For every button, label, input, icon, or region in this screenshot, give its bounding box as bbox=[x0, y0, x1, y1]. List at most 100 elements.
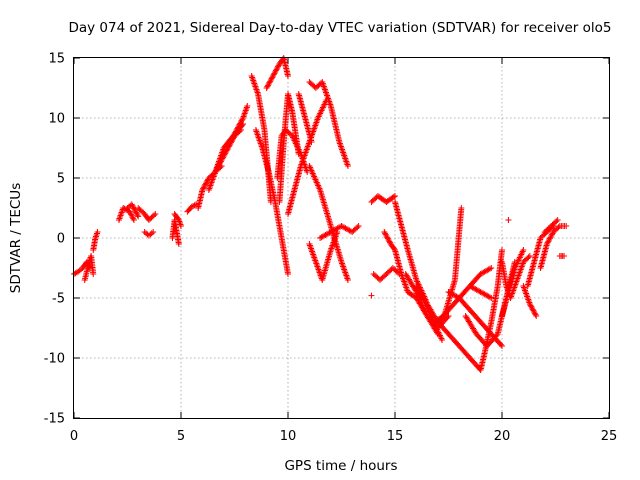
series-arc-d bbox=[115, 205, 137, 223]
x-tick-label: 20 bbox=[494, 429, 511, 444]
y-tick-label: 10 bbox=[48, 112, 65, 127]
data-point-marker bbox=[355, 223, 362, 229]
data-point-marker bbox=[121, 205, 128, 212]
series-arc-m bbox=[205, 127, 244, 193]
data-point-marker bbox=[239, 116, 246, 123]
y-tick-label: 0 bbox=[57, 232, 65, 247]
data-point-marker bbox=[547, 234, 554, 241]
x-tick-label: 15 bbox=[387, 429, 404, 444]
series-arc-u bbox=[295, 91, 315, 145]
data-point-marker bbox=[150, 229, 157, 235]
data-point-marker bbox=[486, 294, 493, 301]
series-arc-ap bbox=[520, 283, 540, 319]
y-tick-label: -5 bbox=[52, 292, 65, 307]
data-point-marker bbox=[212, 169, 219, 175]
data-point-marker bbox=[221, 151, 228, 158]
series-arc-b bbox=[81, 253, 97, 283]
data-point-marker bbox=[152, 211, 159, 217]
y-tick-label: 5 bbox=[57, 172, 65, 187]
data-point-marker bbox=[555, 224, 562, 231]
series-arc-v bbox=[306, 79, 351, 169]
data-point-marker bbox=[488, 295, 495, 301]
data-point-marker bbox=[525, 254, 532, 261]
data-point-marker bbox=[546, 237, 553, 243]
data-point-marker bbox=[216, 161, 223, 167]
data-point-marker bbox=[505, 217, 512, 223]
data-point-marker bbox=[244, 103, 251, 109]
data-point-marker bbox=[531, 310, 538, 317]
data-point-marker bbox=[129, 214, 136, 221]
data-point-marker bbox=[265, 82, 272, 89]
series-arc-ar bbox=[537, 223, 570, 271]
data-point-marker bbox=[148, 230, 155, 237]
series-arc-aa bbox=[368, 292, 375, 299]
data-point-marker bbox=[553, 218, 560, 225]
data-point-marker bbox=[212, 167, 219, 174]
data-point-marker bbox=[239, 122, 246, 129]
series-arc-as bbox=[556, 253, 568, 259]
series-arc-af bbox=[413, 283, 484, 373]
data-point-marker bbox=[344, 163, 351, 169]
data-point-marker bbox=[267, 78, 274, 85]
data-point-marker bbox=[271, 70, 278, 77]
data-point-marker bbox=[544, 239, 551, 246]
data-point-marker bbox=[266, 79, 273, 86]
data-point-marker bbox=[458, 205, 465, 211]
data-point-marker bbox=[546, 235, 553, 242]
data-point-marker bbox=[527, 302, 534, 309]
data-point-marker bbox=[285, 73, 291, 79]
series-arc-n bbox=[220, 121, 247, 151]
data-point-marker bbox=[368, 292, 375, 299]
data-point-marker bbox=[224, 146, 231, 153]
data-point-marker bbox=[217, 158, 224, 165]
data-point-marker bbox=[217, 159, 224, 166]
data-point-marker bbox=[499, 343, 505, 349]
data-point-marker bbox=[220, 154, 227, 161]
data-point-marker bbox=[267, 77, 274, 83]
data-point-marker bbox=[545, 238, 552, 245]
data-point-marker bbox=[130, 217, 137, 223]
data-point-marker bbox=[215, 162, 222, 169]
data-point-marker bbox=[381, 229, 388, 235]
data-point-marker bbox=[270, 71, 277, 78]
data-point-marker bbox=[386, 238, 393, 245]
series-arc-g bbox=[141, 229, 157, 239]
data-point-marker bbox=[222, 150, 229, 157]
data-point-marker bbox=[175, 241, 182, 247]
data-point-marker bbox=[220, 153, 227, 159]
data-point-marker bbox=[126, 208, 133, 215]
data-point-marker bbox=[528, 305, 535, 311]
data-point-marker bbox=[526, 301, 533, 307]
data-point-marker bbox=[561, 253, 568, 259]
data-point-marker bbox=[151, 212, 158, 219]
x-tick-label: 5 bbox=[177, 429, 185, 444]
data-point-marker bbox=[269, 74, 276, 81]
data-point-marker bbox=[530, 307, 537, 314]
data-point-marker bbox=[265, 81, 272, 87]
data-point-marker bbox=[354, 224, 361, 231]
series-arc-x bbox=[306, 229, 341, 283]
data-point-marker bbox=[133, 209, 140, 216]
data-point-marker bbox=[223, 147, 230, 154]
series-arc-s bbox=[276, 91, 302, 205]
data-point-marker bbox=[134, 212, 141, 219]
data-point-marker bbox=[131, 206, 138, 213]
series-arc-c bbox=[90, 229, 101, 253]
series-arc-ao bbox=[505, 217, 512, 223]
data-point-marker bbox=[532, 311, 539, 318]
data-point-marker bbox=[439, 337, 446, 343]
data-point-marker bbox=[392, 193, 398, 199]
data-markers bbox=[71, 55, 570, 373]
data-point-marker bbox=[264, 83, 271, 90]
data-point-marker bbox=[268, 75, 275, 82]
y-axis-label: SDTVAR / TECUs bbox=[8, 183, 24, 293]
data-point-marker bbox=[178, 223, 184, 229]
series-arc-w bbox=[306, 163, 351, 283]
data-point-marker bbox=[240, 121, 247, 127]
data-point-marker bbox=[219, 155, 226, 162]
data-point-marker bbox=[385, 237, 392, 243]
grid-lines bbox=[74, 58, 609, 418]
data-point-marker bbox=[384, 235, 391, 242]
data-point-marker bbox=[531, 309, 538, 315]
